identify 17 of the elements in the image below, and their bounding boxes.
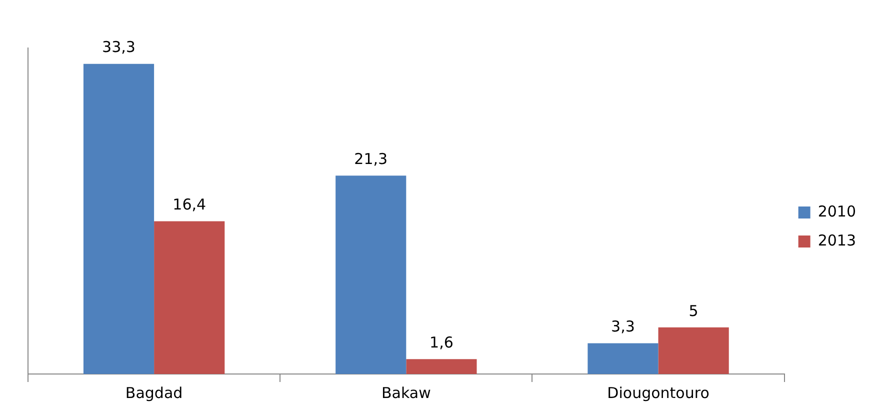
data-label: 33,3 bbox=[102, 38, 136, 56]
x-tick-label: Bakaw bbox=[381, 384, 431, 402]
data-label: 16,4 bbox=[172, 196, 206, 214]
data-label: 21,3 bbox=[354, 150, 388, 168]
bar bbox=[406, 359, 477, 374]
bar bbox=[588, 343, 658, 374]
legend-label: 2010 bbox=[818, 202, 856, 220]
bar bbox=[336, 176, 406, 374]
bar bbox=[154, 221, 225, 374]
x-tick-label: Bagdad bbox=[125, 384, 183, 402]
bar bbox=[658, 327, 729, 374]
data-label: 1,6 bbox=[430, 333, 454, 352]
bar bbox=[83, 64, 154, 374]
legend-label: 2013 bbox=[818, 231, 856, 250]
data-label: 5 bbox=[688, 302, 698, 320]
data-label: 3,3 bbox=[611, 318, 635, 336]
x-tick-label: Diougontouro bbox=[607, 384, 710, 402]
